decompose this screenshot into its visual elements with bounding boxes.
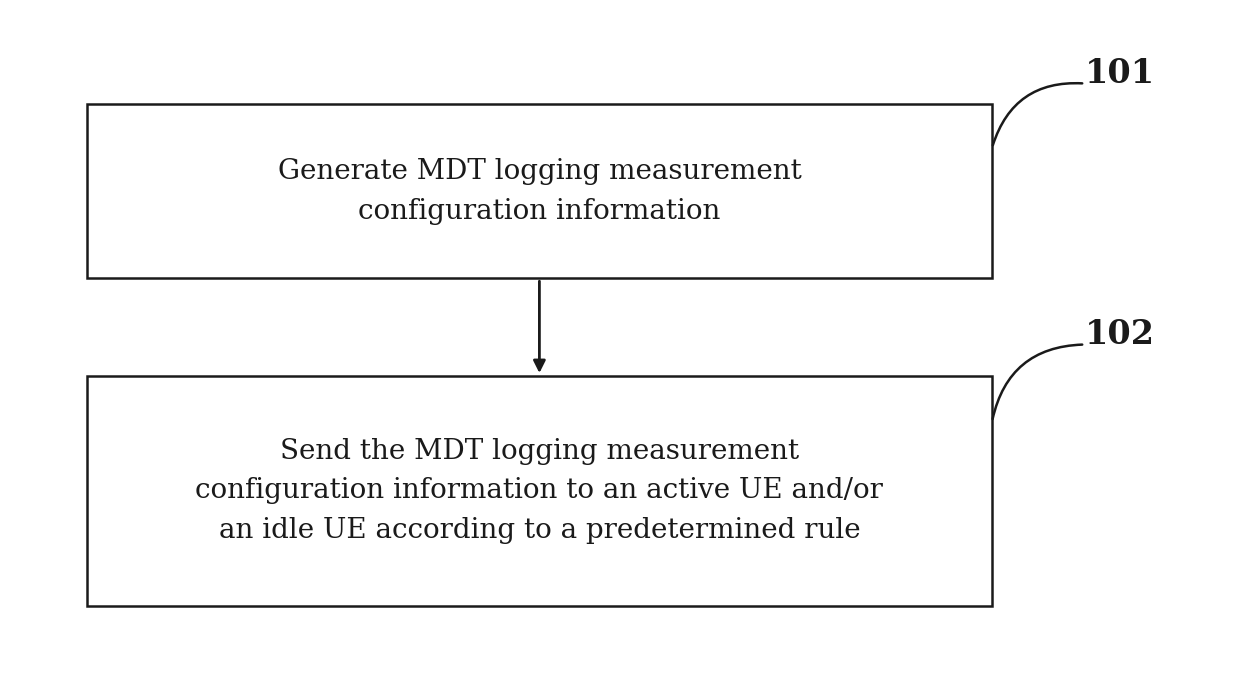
Text: 101: 101 bbox=[1085, 56, 1156, 90]
Text: 102: 102 bbox=[1085, 317, 1154, 351]
Text: Send the MDT logging measurement
configuration information to an active UE and/o: Send the MDT logging measurement configu… bbox=[196, 438, 883, 544]
FancyBboxPatch shape bbox=[87, 376, 992, 606]
FancyBboxPatch shape bbox=[87, 104, 992, 278]
Text: Generate MDT logging measurement
configuration information: Generate MDT logging measurement configu… bbox=[278, 158, 801, 225]
